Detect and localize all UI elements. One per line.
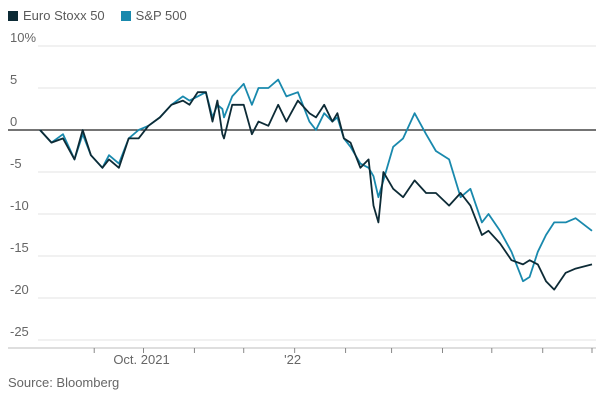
y-tick-label: -5 [10,156,22,171]
legend-swatch-sp500 [120,10,131,21]
y-tick-label: 10% [10,30,36,45]
series-layer [39,78,593,291]
y-tick-label: -20 [10,282,29,297]
legend-label-euro-stoxx: Euro Stoxx 50 [23,8,105,23]
x-axis: Oct. 2021 '22 [8,347,596,367]
x-tick-label: '22 [284,352,301,367]
y-tick-label: -15 [10,240,29,255]
legend-swatch-euro-stoxx [8,10,18,21]
legend-item-sp500: S&P 500 [120,8,187,23]
y-tick-labels: 10% 5 0 -5 -10 -15 -20 -25 [10,30,36,339]
chart-legend: Euro Stoxx 50 S&P 500 [8,8,187,23]
grid-layer [38,45,596,341]
series-line-euro-stoxx-50 [39,91,593,291]
y-tick-label: 0 [10,114,17,129]
legend-label-sp500: S&P 500 [135,8,187,23]
y-tick-label: 5 [10,72,17,87]
source-note: Source: Bloomberg [8,375,120,390]
legend-item-euro-stoxx: Euro Stoxx 50 [8,8,105,23]
x-tick-label: Oct. 2021 [113,352,169,367]
series-line-sp-500 [39,78,593,283]
y-tick-label: -10 [10,198,29,213]
line-chart: 10% 5 0 -5 -10 -15 -20 -25 Oct. 2021 '22 [8,30,596,367]
y-tick-label: -25 [10,324,29,339]
